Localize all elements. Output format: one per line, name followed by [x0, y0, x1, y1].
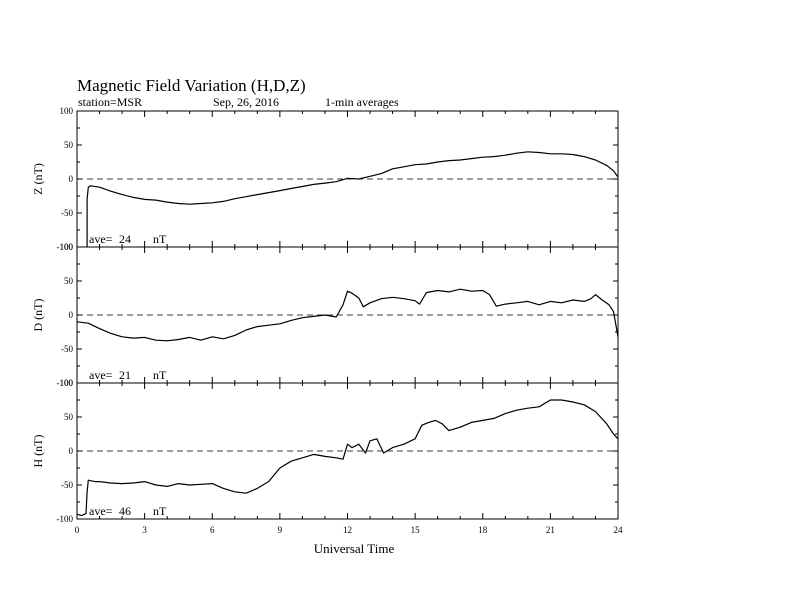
- y-tick-label: -50: [61, 344, 73, 354]
- ave-label: ave=: [89, 232, 113, 246]
- y-tick-label: -50: [61, 208, 73, 218]
- panel-h: 100 50 0 -50 -100 H (nT) ave= 46 nT: [31, 378, 619, 524]
- y-tick-label: 50: [64, 140, 74, 150]
- chart-title: Magnetic Field Variation (H,D,Z): [77, 76, 306, 95]
- ave-label: ave=: [89, 504, 113, 518]
- ave-value: 21: [119, 368, 131, 382]
- station-label: station=MSR: [78, 95, 142, 109]
- ave-unit: nT: [153, 504, 167, 518]
- y-tick-label: 50: [64, 276, 74, 286]
- x-axis: 0 3 6 9 12 15 18 21 24: [75, 525, 623, 535]
- y-tick-label: 0: [69, 174, 74, 184]
- x-tick-label: 18: [478, 525, 488, 535]
- y-tick-label: 0: [69, 310, 74, 320]
- y-tick-label: 100: [60, 242, 74, 252]
- panel-z: 100 50 0 -50 -100 Z (nT) ave= 24 nT: [31, 106, 619, 252]
- series-line: [86, 151, 619, 247]
- averaging-label: 1-min averages: [325, 95, 399, 109]
- y-axis-label: Z (nT): [31, 163, 45, 195]
- x-tick-label: 24: [614, 525, 624, 535]
- x-tick-label: 9: [278, 525, 283, 535]
- ave-value: 24: [119, 232, 131, 246]
- y-tick-label: -100: [57, 378, 74, 388]
- ave-unit: nT: [153, 368, 167, 382]
- ave-label: ave=: [89, 368, 113, 382]
- date-label: Sep, 26, 2016: [213, 95, 279, 109]
- y-axis-label: H (nT): [31, 435, 45, 468]
- y-tick-label: -100: [57, 514, 74, 524]
- y-tick-label: 0: [69, 446, 74, 456]
- y-tick-label: -50: [61, 480, 73, 490]
- x-axis-label: Universal Time: [314, 541, 395, 556]
- panel-d: 100 50 0 -50 -100 D (nT) ave= 21 nT: [31, 242, 619, 388]
- y-tick-label: -100: [57, 242, 74, 252]
- ave-unit: nT: [153, 232, 167, 246]
- series-line: [76, 399, 619, 517]
- x-tick-label: 12: [343, 525, 352, 535]
- x-tick-label: 15: [411, 525, 421, 535]
- y-tick-label: 100: [60, 106, 74, 116]
- y-tick-label: 50: [64, 412, 74, 422]
- series-line: [76, 288, 619, 342]
- panels-group: 100 50 0 -50 -100 Z (nT) ave= 24 nT 100 50 0 -50 -100…: [31, 106, 619, 524]
- x-tick-label: 3: [142, 525, 147, 535]
- x-tick-label: 0: [75, 525, 80, 535]
- y-tick-label: 100: [60, 378, 74, 388]
- x-tick-label: 21: [546, 525, 555, 535]
- x-tick-label: 6: [210, 525, 215, 535]
- ave-value: 46: [119, 504, 131, 518]
- y-axis-label: D (nT): [31, 299, 45, 332]
